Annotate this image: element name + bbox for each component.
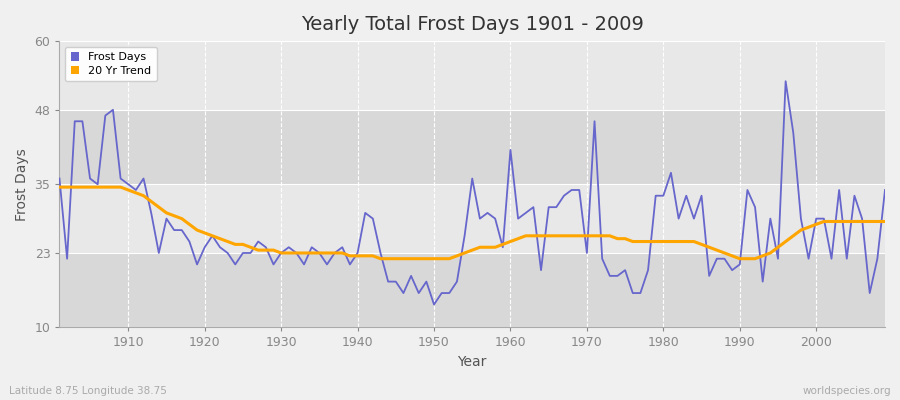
Text: worldspecies.org: worldspecies.org [803,386,891,396]
Bar [59,184,885,253]
20 Yr Trend [505,239,516,244]
Frost Days [513,216,524,221]
20 Yr Trend [879,219,890,224]
Bar [59,253,885,328]
Frost Days [505,148,516,152]
Frost Days [428,302,439,307]
Frost Days [605,274,616,278]
20 Yr Trend [329,250,340,255]
Frost Days [115,176,126,181]
20 Yr Trend [54,185,65,190]
20 Yr Trend [375,256,386,261]
Frost Days [879,188,890,192]
Frost Days [329,250,340,255]
20 Yr Trend [513,236,524,241]
20 Yr Trend [115,185,126,190]
20 Yr Trend [605,233,616,238]
Y-axis label: Frost Days: Frost Days [15,148,29,221]
Frost Days [54,176,65,181]
Bar [59,41,885,110]
Title: Yearly Total Frost Days 1901 - 2009: Yearly Total Frost Days 1901 - 2009 [301,15,644,34]
Line: 20 Yr Trend: 20 Yr Trend [59,187,885,259]
20 Yr Trend [284,250,294,255]
Frost Days [284,245,294,250]
Frost Days [780,79,791,84]
Bar [59,110,885,184]
X-axis label: Year: Year [457,355,487,369]
Line: Frost Days: Frost Days [59,81,885,304]
Legend: Frost Days, 20 Yr Trend: Frost Days, 20 Yr Trend [65,47,157,81]
Text: Latitude 8.75 Longitude 38.75: Latitude 8.75 Longitude 38.75 [9,386,166,396]
